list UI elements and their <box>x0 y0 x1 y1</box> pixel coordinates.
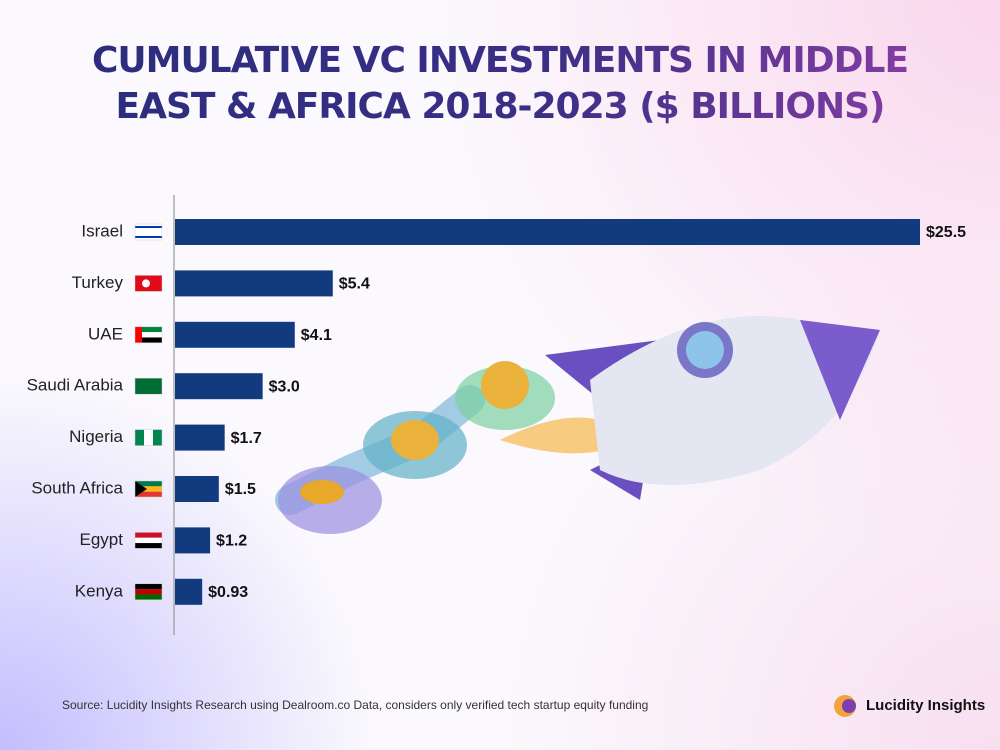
flag-stripe <box>135 583 162 590</box>
flag-icon <box>134 326 163 344</box>
value-label: $4.1 <box>301 327 332 344</box>
category-label: South Africa <box>31 478 123 497</box>
value-label: $1.7 <box>231 430 262 447</box>
logo-icon <box>834 695 856 717</box>
value-label: $5.4 <box>339 276 370 293</box>
flag-icon <box>134 480 163 498</box>
flag-stripe <box>135 589 162 595</box>
bar <box>175 527 211 554</box>
value-label: $3.0 <box>269 378 300 395</box>
flag-icon <box>134 275 163 292</box>
value-label: $25.5 <box>926 224 966 241</box>
flag-stripe <box>135 226 162 228</box>
brand-name: Lucidity Insights <box>866 697 986 714</box>
flag-border <box>134 583 163 601</box>
flag-stripe <box>135 326 142 343</box>
category-label: Nigeria <box>69 427 123 446</box>
flag-border <box>134 223 163 241</box>
category-label: Kenya <box>75 581 124 600</box>
bar <box>175 476 219 502</box>
flag-stripe <box>144 429 153 446</box>
flag-border <box>134 326 163 344</box>
flag-icon <box>134 429 163 446</box>
bars: Israel $25.5 Turkey $5.4 UAE $4.1 Saudi Arabia… <box>27 219 966 605</box>
flag-symbol <box>135 481 147 497</box>
bar <box>175 578 203 605</box>
flag-stripe <box>135 486 162 492</box>
flag-stripe <box>135 543 162 549</box>
flag-border <box>134 377 163 395</box>
category-label: UAE <box>88 324 123 343</box>
value-label: $0.93 <box>208 584 248 601</box>
flag-stripe <box>135 337 162 343</box>
bar <box>175 424 225 451</box>
category-label: Turkey <box>72 273 124 292</box>
category-label: Saudi Arabia <box>27 376 124 395</box>
flag-border <box>134 275 163 292</box>
flag-stripe <box>135 378 162 395</box>
value-label: $1.2 <box>216 533 247 550</box>
category-label: Israel <box>81 221 123 240</box>
flag-stripe <box>135 491 162 497</box>
flag-stripe <box>135 332 162 338</box>
flag-border <box>134 480 163 498</box>
flag-symbol <box>142 279 150 288</box>
flag-icon <box>134 532 163 549</box>
flag-border <box>134 532 163 549</box>
flag-stripe <box>135 481 162 487</box>
flag-border <box>134 429 163 446</box>
illustration <box>275 316 880 534</box>
bar <box>175 219 920 245</box>
bar <box>175 321 295 348</box>
flag-stripe <box>135 537 162 544</box>
flag-icon <box>134 223 163 241</box>
flag-stripe <box>135 236 162 238</box>
source-note: Source: Lucidity Insights Research using… <box>62 698 649 712</box>
flag-stripe <box>135 229 162 235</box>
flag-stripe <box>135 429 144 446</box>
bar <box>175 270 333 297</box>
flag-icon <box>134 583 163 601</box>
flag-stripe <box>135 594 162 600</box>
flag-stripe <box>153 429 162 446</box>
value-label: $1.5 <box>225 481 256 498</box>
flag-icon <box>134 377 163 395</box>
chart-title: Cumulative VC Investments in Middle East… <box>50 38 950 130</box>
category-label: Egypt <box>80 530 124 549</box>
flag-stripe <box>135 326 162 333</box>
bar <box>175 373 263 400</box>
flag-stripe <box>135 532 162 538</box>
